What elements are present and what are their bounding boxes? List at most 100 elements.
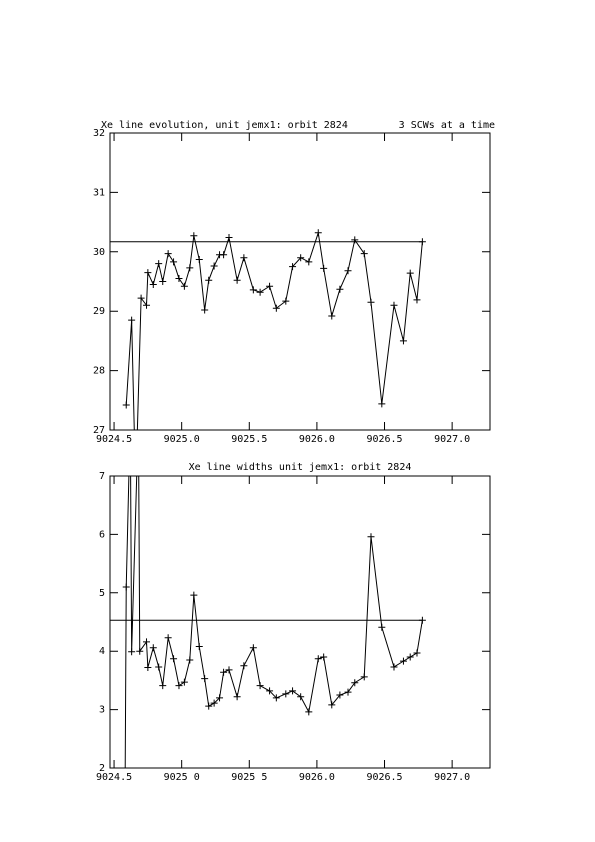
data-point: [170, 258, 178, 266]
data-point: [289, 687, 297, 695]
data-point: [195, 643, 203, 651]
y-tick-label: 28: [93, 366, 105, 377]
data-point: [210, 699, 218, 707]
data-point: [180, 678, 188, 686]
data-point: [122, 583, 130, 591]
series: [122, 229, 426, 493]
data-point: [314, 655, 322, 663]
x-tick-label: 9024.5: [96, 772, 132, 783]
data-point: [249, 644, 257, 652]
data-point: [121, 823, 128, 830]
data-point: [144, 664, 152, 672]
data-point: [289, 263, 297, 271]
data-point: [233, 276, 241, 284]
data-point: [378, 623, 386, 631]
data-point: [186, 656, 194, 664]
data-point: [249, 286, 257, 294]
data-point: [328, 312, 336, 320]
data-point: [351, 236, 359, 244]
data-point: [137, 294, 145, 302]
data-point: [360, 250, 368, 258]
data-point: [149, 280, 157, 288]
data-point: [406, 269, 414, 277]
chart-subtitle: 3 SCWs at a time: [399, 120, 495, 131]
data-point: [216, 694, 224, 702]
data-point: [186, 264, 194, 272]
data-point: [344, 267, 352, 275]
data-point: [128, 648, 136, 656]
x-tick-label: 9024.5: [96, 434, 132, 445]
y-tick-label: 4: [99, 646, 105, 657]
data-point: [180, 282, 188, 290]
y-tick-label: 7: [99, 471, 105, 482]
data-point: [390, 663, 398, 671]
x-tick-label: 9027.0: [434, 772, 470, 783]
data-point: [149, 644, 157, 652]
chart-title: Xe line widths unit jemx1: orbit 2824: [189, 462, 412, 473]
data-point: [314, 229, 322, 237]
data-point: [390, 301, 398, 309]
data-point: [399, 337, 407, 345]
data-point: [233, 693, 241, 701]
y-tick-label: 30: [93, 247, 105, 258]
data-point: [413, 649, 421, 657]
data-point: [159, 278, 167, 285]
data-point: [164, 250, 172, 258]
data-line: [125, 232, 423, 430]
data-point: [305, 258, 313, 266]
data-point: [406, 653, 414, 661]
data-point: [344, 688, 352, 696]
data-point: [336, 285, 344, 293]
y-tick-label: 29: [93, 306, 105, 317]
y-tick-label: 6: [99, 529, 105, 540]
x-tick-label: 9025.0: [164, 434, 200, 445]
data-point: [413, 296, 421, 304]
data-point: [266, 282, 274, 290]
data-point: [132, 486, 139, 493]
data-point: [360, 673, 368, 681]
data-point: [144, 269, 152, 277]
data-point: [190, 591, 198, 599]
x-tick-label: 9026.5: [366, 772, 402, 783]
chart-title: Xe line evolution, unit jemx1: orbit 282…: [101, 120, 348, 131]
plot-frame: [109, 475, 491, 769]
data-point: [201, 306, 209, 314]
x-tick-label: 9025 0: [164, 772, 200, 783]
data-point: [297, 254, 305, 262]
data-point: [164, 634, 172, 642]
data-point: [127, 414, 134, 421]
data-point: [122, 401, 130, 409]
y-tick-label: 5: [99, 588, 105, 599]
data-point: [159, 682, 167, 690]
data-point: [378, 400, 386, 408]
data-point: [170, 655, 178, 663]
data-point: [399, 657, 407, 665]
data-point: [135, 414, 142, 421]
x-tick-label: 9027.0: [434, 434, 470, 445]
data-point: [351, 679, 359, 687]
data-point: [256, 288, 264, 296]
data-point: [367, 298, 375, 306]
data-point: [320, 653, 328, 661]
data-point: [210, 262, 218, 270]
data-point: [240, 662, 248, 670]
series: [121, 414, 426, 830]
data-point: [256, 682, 264, 690]
data-point: [225, 234, 233, 242]
panel: Xe line evolution, unit jemx1: orbit 282…: [93, 120, 495, 493]
data-point: [155, 260, 163, 268]
x-tick-label: 9025.5: [231, 434, 267, 445]
data-point: [220, 668, 228, 676]
data-point: [205, 276, 213, 284]
data-point: [240, 254, 248, 262]
data-point: [328, 701, 336, 709]
data-point: [282, 690, 290, 698]
data-point: [320, 264, 328, 272]
data-point: [272, 304, 280, 312]
data-point: [225, 666, 233, 674]
data-point: [128, 316, 136, 324]
data-point: [175, 682, 183, 690]
data-point: [367, 533, 375, 541]
data-point: [175, 275, 183, 283]
data-point: [143, 301, 151, 309]
